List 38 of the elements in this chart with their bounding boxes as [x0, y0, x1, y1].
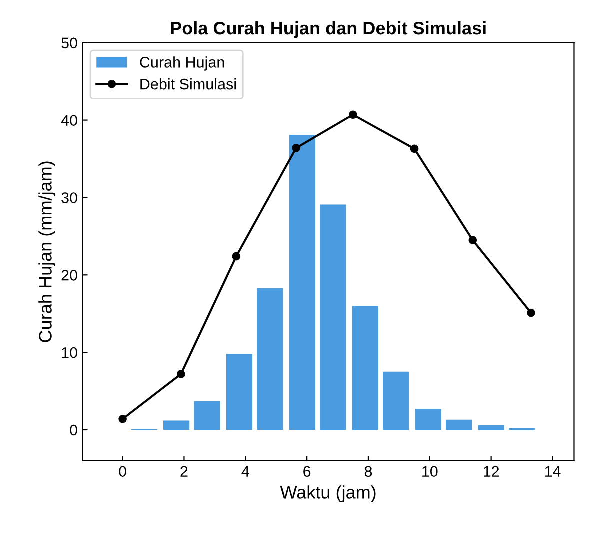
x-tick-label: 6	[304, 466, 311, 478]
y-tick-label: 40	[61, 115, 78, 126]
x-tick-label: 8	[364, 466, 372, 478]
x-tick-label: 10	[422, 466, 438, 478]
point	[292, 144, 300, 152]
bar	[257, 288, 284, 430]
y-tick-label: 30	[62, 192, 78, 204]
point	[468, 236, 478, 244]
point	[176, 370, 186, 378]
point	[527, 308, 536, 318]
bar	[446, 420, 472, 430]
y-tick-label: 50	[62, 38, 78, 49]
bar	[320, 204, 346, 430]
point	[348, 110, 358, 120]
bar	[289, 135, 316, 430]
x-tick-label: 12	[484, 466, 500, 477]
legend-label: Debit Simulasi	[140, 78, 236, 90]
point	[232, 252, 241, 261]
bar	[415, 409, 442, 430]
bar	[352, 306, 378, 430]
point	[410, 144, 419, 154]
bar	[383, 372, 410, 430]
bar	[194, 401, 220, 430]
x-axis-title: Waktu (jam)	[280, 486, 376, 502]
chart-title: Pola Curah Hujan dan Debit Simulasi	[171, 21, 486, 38]
y-axis-title: Curah Hujan (mm/jam)	[38, 162, 56, 342]
bar	[226, 354, 253, 430]
x-tick-label: 2	[180, 466, 188, 477]
y-tick-label: 10	[62, 347, 78, 358]
point	[118, 414, 127, 424]
legend-label: Curah Hujan	[140, 56, 224, 71]
y-tick-label: 20	[62, 270, 78, 281]
bar	[163, 420, 190, 430]
bar	[478, 425, 504, 430]
x-tick-label: 14	[545, 466, 561, 477]
x-tick-label: 0	[119, 466, 126, 478]
y-tick-label: 0	[70, 424, 78, 436]
x-tick-label: 4	[242, 466, 250, 477]
